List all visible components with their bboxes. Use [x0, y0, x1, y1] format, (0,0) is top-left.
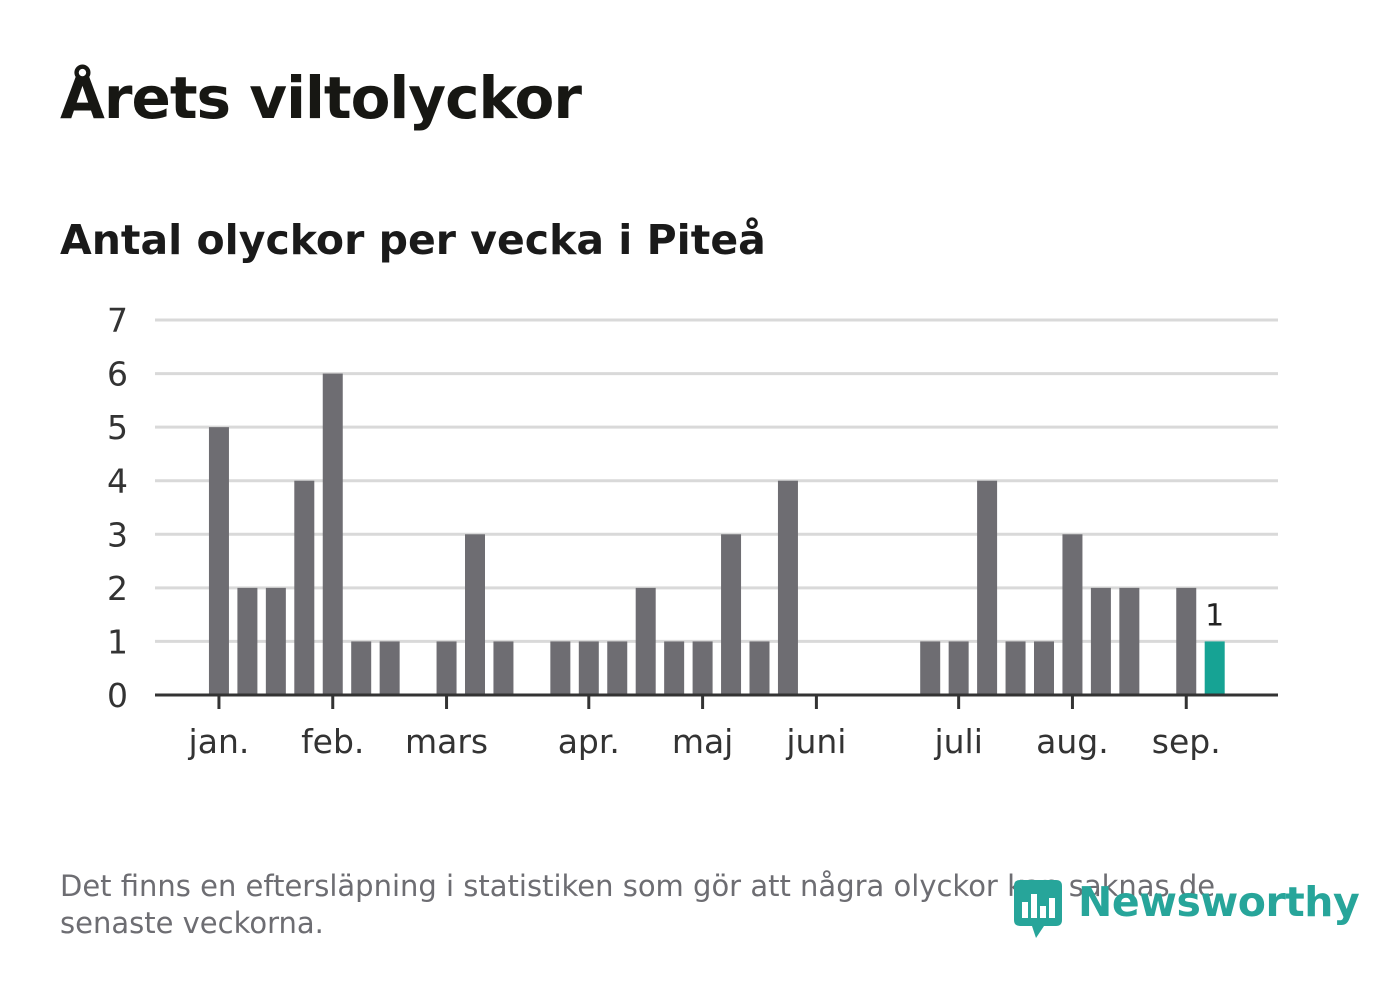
x-tick-label: mars: [405, 722, 488, 761]
x-tick-label: juli: [933, 722, 982, 761]
x-tick-label: feb.: [301, 722, 364, 761]
newsworthy-logo: Newsworthy: [1010, 876, 1360, 946]
axis-labels: 0 1 2 3 4 5 6 7 1 jan. feb. mars apr. maj juni juli aug.…: [107, 301, 1224, 761]
chart-title: Årets viltolyckor: [60, 64, 582, 132]
bar: [578, 641, 599, 695]
x-tick-label: sep.: [1152, 722, 1221, 761]
bar: [607, 641, 628, 695]
bar: [920, 641, 941, 695]
bars: [208, 373, 1225, 695]
newsworthy-logo-icon: [1014, 880, 1062, 938]
bar: [351, 641, 372, 695]
bar: [777, 480, 798, 695]
bar: [692, 641, 713, 695]
bar: [493, 641, 514, 695]
y-tick-label: 6: [107, 355, 128, 394]
bar: [208, 427, 229, 695]
highlight-value-label: 1: [1205, 598, 1224, 633]
y-tick-label: 2: [107, 569, 128, 608]
y-tick-label: 7: [107, 301, 128, 340]
x-tick-label: juni: [785, 722, 846, 761]
bar: [237, 587, 258, 695]
bar: [1119, 587, 1140, 695]
x-tick-label: jan.: [188, 722, 250, 761]
bar: [1062, 534, 1083, 695]
bar: [550, 641, 571, 695]
x-tick-label: aug.: [1036, 722, 1109, 761]
bar: [664, 641, 685, 695]
x-tick-label: maj: [672, 722, 734, 761]
bar: [635, 587, 656, 695]
bar: [721, 534, 742, 695]
x-axis: [155, 693, 1278, 709]
bar-highlight: [1204, 641, 1225, 695]
bar: [977, 480, 998, 695]
y-tick-label: 5: [107, 408, 128, 447]
y-tick-label: 1: [107, 622, 128, 661]
bar: [379, 641, 400, 695]
bar: [294, 480, 315, 695]
bar: [1034, 641, 1054, 695]
bar: [1005, 641, 1026, 695]
y-tick-label: 0: [107, 676, 128, 715]
logo-text: Newsworthy: [1078, 878, 1360, 926]
y-tick-label: 4: [107, 462, 128, 501]
bar: [1090, 587, 1111, 695]
y-tick-label: 3: [107, 515, 128, 554]
bar: [322, 373, 343, 695]
bar: [948, 641, 969, 695]
bar: [749, 641, 770, 695]
bar: [465, 534, 485, 695]
chart-subtitle: Antal olyckor per vecka i Piteå: [60, 216, 766, 264]
bar: [1176, 587, 1197, 695]
bar: [265, 587, 286, 695]
x-tick-label: apr.: [558, 722, 620, 761]
bar: [436, 641, 457, 695]
